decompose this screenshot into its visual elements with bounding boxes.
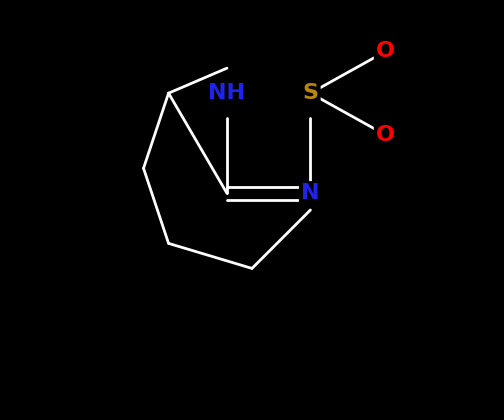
Text: N: N xyxy=(301,183,320,203)
Text: S: S xyxy=(302,83,319,103)
Text: O: O xyxy=(376,42,395,61)
Text: O: O xyxy=(376,125,395,145)
Text: NH: NH xyxy=(209,83,245,103)
